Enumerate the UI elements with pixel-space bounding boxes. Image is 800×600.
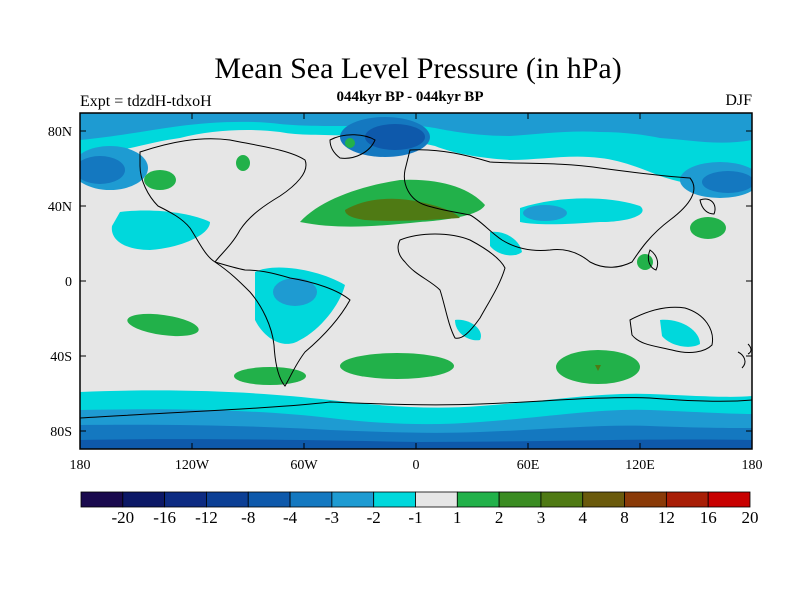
colorbar-label: 20 [742, 508, 759, 527]
lon-label-60e: 60E [517, 458, 540, 473]
south-africa-cyan [455, 319, 481, 341]
colorbar-swatch [164, 491, 207, 508]
pacific-cyan-patch [111, 210, 210, 250]
south-atlantic-high-west [234, 367, 306, 385]
hudson-high [236, 155, 250, 171]
lon-label-0: 0 [413, 458, 420, 473]
map-subtitle: 044kyr BP - 044kyr BP [336, 89, 484, 105]
experiment-label: Expt = tdzdH-tdxoH [80, 93, 212, 110]
colorbar-label: -20 [111, 508, 134, 527]
south-america-blue [273, 278, 317, 306]
lon-label-60w: 60W [290, 458, 318, 473]
indian-ocean-high-core [595, 365, 601, 371]
colorbar-label: 3 [537, 508, 546, 527]
colorbar-swatch [206, 491, 249, 508]
north-blue-region [80, 113, 752, 143]
lat-label-80n: 80N [48, 125, 72, 140]
colorbar-label: 8 [620, 508, 629, 527]
colorbar-swatch [247, 491, 291, 508]
australia-cyan [660, 319, 700, 347]
colorbar-label: -8 [241, 508, 255, 527]
greenland-high [345, 138, 355, 148]
colorbar-label: -3 [325, 508, 339, 527]
east-pacific-low-b [702, 171, 752, 193]
south-america-coast [214, 261, 351, 387]
lat-tick-marks [80, 130, 752, 432]
pacific-low-b [80, 156, 125, 184]
lon-label-180e: 180 [742, 458, 763, 473]
colorbar-swatch [373, 491, 416, 508]
colorbar-label: -16 [153, 508, 176, 527]
colorbar-label: -2 [367, 508, 381, 527]
asia-blue-spot [523, 205, 567, 221]
colorbar-label: 2 [495, 508, 504, 527]
colorbar-label: 16 [700, 508, 717, 527]
colorbar-swatch [624, 491, 667, 508]
lon-label-120e: 120E [625, 458, 655, 473]
colorbar-swatch [80, 491, 124, 508]
africa-coast [397, 233, 506, 339]
arctic-low-b [365, 124, 425, 150]
colorbar-swatch [498, 491, 542, 508]
lat-label-0: 0 [65, 275, 72, 290]
philippines-coast [647, 249, 659, 271]
colorbar-swatch [331, 491, 375, 508]
south-pacific-high [127, 313, 199, 337]
north-america-coast [139, 138, 307, 263]
greenland-coast [329, 134, 376, 159]
colorbar-label: 1 [453, 508, 462, 527]
colorbar-swatch [707, 491, 751, 508]
colorbar-swatch [122, 491, 166, 508]
coastlines [80, 134, 752, 419]
colorbar-swatch [540, 491, 584, 508]
lat-label-40s: 40S [50, 350, 72, 365]
colorbar-label: -12 [195, 508, 218, 527]
colorbar-swatch [456, 491, 500, 508]
colorbar-swatch [289, 491, 333, 508]
new-zealand-coast [737, 343, 752, 369]
antarctica-coast [80, 397, 752, 419]
colorbar-label: -4 [283, 508, 298, 527]
colorbar-swatch [665, 491, 709, 508]
lon-tick-marks [191, 113, 641, 449]
lat-label-40n: 40N [48, 200, 72, 215]
lon-label-180w: 180 [70, 458, 91, 473]
pressure-field [80, 113, 752, 449]
west-pacific-high [690, 217, 726, 239]
lat-label-80s: 80S [50, 425, 72, 440]
colorbar-label: -1 [408, 508, 422, 527]
south-atlantic-high [340, 353, 454, 379]
colorbar-swatch [582, 491, 625, 508]
colorbar-label: 4 [579, 508, 588, 527]
north-pacific-high [144, 170, 176, 190]
japan-coast [699, 198, 716, 215]
map-title: Mean Sea Level Pressure (in hPa) [214, 52, 622, 85]
colorbar: -20 -16 -12 -8 -4 -3 -2 -1 1 2 3 4 8 12 16 20 [80, 491, 759, 527]
australia-coast [629, 306, 714, 353]
lon-label-120w: 120W [175, 458, 210, 473]
atlantic-high-core [345, 198, 460, 221]
philippines-high [637, 254, 653, 270]
eurasia-coast [403, 149, 695, 268]
season-label: DJF [725, 92, 752, 109]
colorbar-swatch [415, 491, 458, 508]
colorbar-label: 12 [658, 508, 675, 527]
